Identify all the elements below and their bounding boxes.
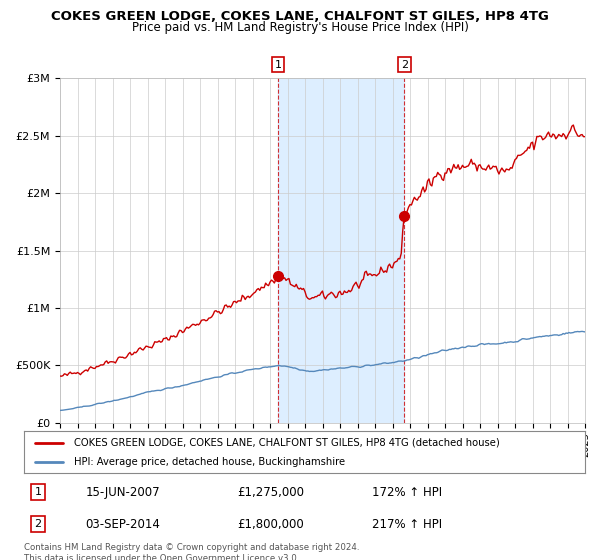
Text: 2: 2 xyxy=(34,519,41,529)
Text: COKES GREEN LODGE, COKES LANE, CHALFONT ST GILES, HP8 4TG: COKES GREEN LODGE, COKES LANE, CHALFONT … xyxy=(51,10,549,23)
Text: £1,800,000: £1,800,000 xyxy=(237,518,304,531)
Text: 172% ↑ HPI: 172% ↑ HPI xyxy=(372,486,442,499)
Text: COKES GREEN LODGE, COKES LANE, CHALFONT ST GILES, HP8 4TG (detached house): COKES GREEN LODGE, COKES LANE, CHALFONT … xyxy=(74,437,500,447)
Text: HPI: Average price, detached house, Buckinghamshire: HPI: Average price, detached house, Buck… xyxy=(74,457,346,467)
Text: Price paid vs. HM Land Registry's House Price Index (HPI): Price paid vs. HM Land Registry's House … xyxy=(131,21,469,34)
Text: £1,275,000: £1,275,000 xyxy=(237,486,304,499)
Text: 217% ↑ HPI: 217% ↑ HPI xyxy=(372,518,442,531)
Text: 1: 1 xyxy=(35,487,41,497)
Text: 03-SEP-2014: 03-SEP-2014 xyxy=(86,518,161,531)
Text: 15-JUN-2007: 15-JUN-2007 xyxy=(86,486,160,499)
Text: Contains HM Land Registry data © Crown copyright and database right 2024.
This d: Contains HM Land Registry data © Crown c… xyxy=(24,543,359,560)
Text: 2: 2 xyxy=(401,59,408,69)
Text: 1: 1 xyxy=(275,59,281,69)
Bar xyxy=(278,78,404,423)
